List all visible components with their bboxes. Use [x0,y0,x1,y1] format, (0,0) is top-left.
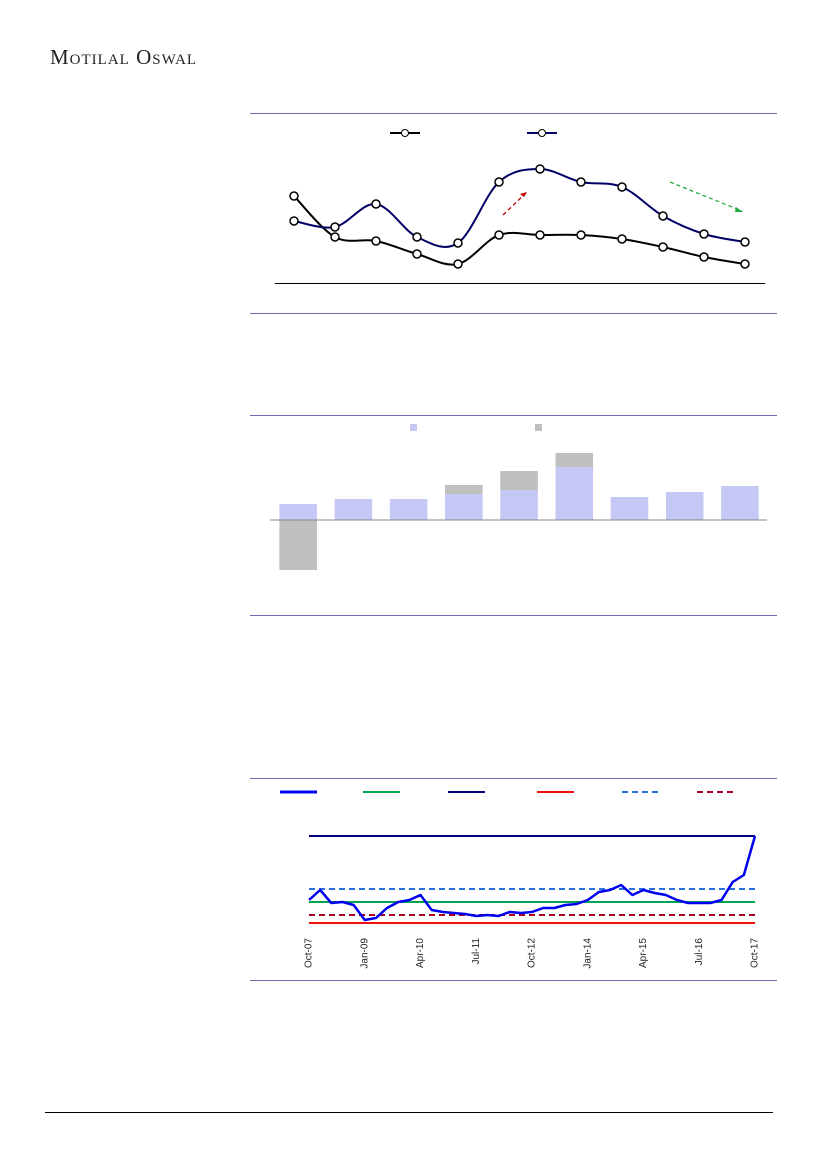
point [371,199,381,209]
bar [445,485,483,494]
point [494,230,504,240]
arrow-head [735,207,743,212]
bar [500,490,538,520]
point [453,259,463,269]
arrow [669,181,743,212]
bar [555,467,594,520]
x-tick-label: Jan-14 [582,938,593,969]
point [371,236,381,246]
point [412,232,422,242]
point [494,177,504,187]
point [330,232,340,242]
point [658,211,668,221]
point [289,191,299,201]
x-tick-label: Apr-10 [415,938,426,968]
x-tick-label: Apr-15 [638,938,649,968]
bar [389,499,428,520]
arrow [502,191,528,216]
point [617,234,627,244]
point [699,229,709,239]
legend-marker [538,129,546,137]
bar [665,492,704,520]
point [617,182,627,192]
legend-swatch [535,424,542,431]
bar [721,486,759,520]
x-tick-label: Jan-09 [359,938,370,969]
bar [500,471,538,490]
series-line [308,835,757,922]
point [576,177,586,187]
point [289,216,299,226]
x-tick-label: Jul-11 [471,938,482,965]
series-line [293,168,746,248]
point [658,242,668,252]
legend [390,129,557,137]
logo: Motilal Oswal [50,45,197,69]
legend-marker [401,129,409,137]
x-tick-label: Oct-07 [304,938,315,968]
point [453,238,463,248]
x-tick-label: Oct-12 [527,938,538,968]
bar [445,494,483,520]
point [535,230,545,240]
bar [610,497,649,520]
arrow-head [520,192,527,197]
legend-swatch [410,424,417,431]
point [740,259,750,269]
x-tick-label: Jul-16 [694,938,705,966]
point [740,237,750,247]
point [412,249,422,259]
bar [334,499,373,520]
x-tick-label: Oct-17 [750,938,761,968]
point [699,252,709,262]
bar [279,520,317,570]
bar [555,453,594,467]
rules [250,113,777,981]
point [535,164,545,174]
point [330,222,340,232]
point [576,230,586,240]
bar [279,504,317,520]
series-line [293,195,746,266]
